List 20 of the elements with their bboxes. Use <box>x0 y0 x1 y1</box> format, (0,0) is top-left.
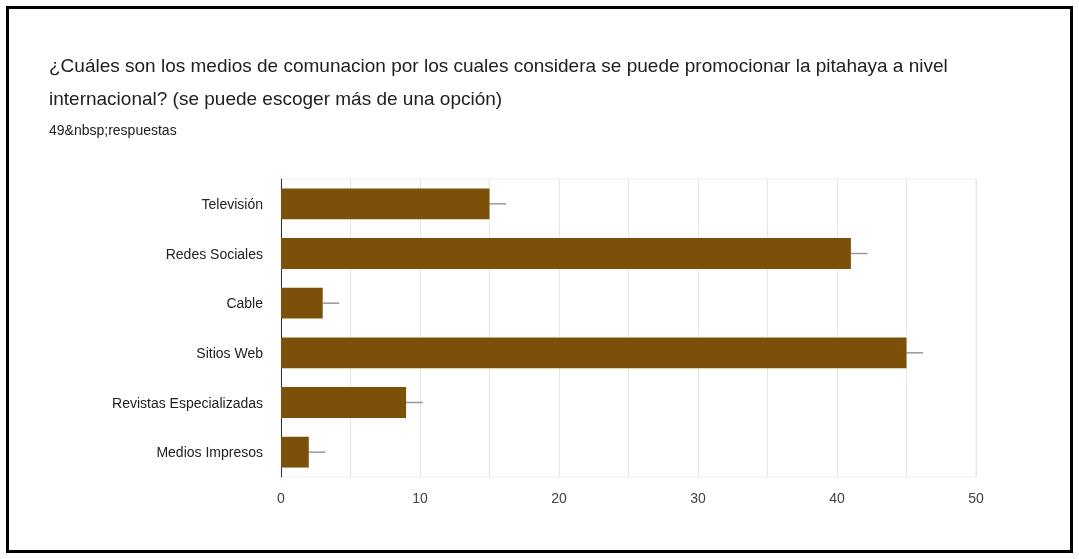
y-tick-label: Sitios Web <box>196 344 264 361</box>
bar <box>281 436 309 468</box>
x-tick-label: 30 <box>690 490 706 506</box>
y-tick-label: Cable <box>226 295 264 312</box>
y-tick-label: Revistas Especializadas <box>112 394 263 411</box>
y-tick-label: Medios Impresos <box>156 444 263 461</box>
y-tick-label: Televisión <box>201 195 263 212</box>
chart-title: ¿Cuáles son los medios de comunacion por los cuales considera se puede promocionar la pitahaya a nivel internacional? (se puede escoger más de una opción) <box>49 54 949 111</box>
x-tick-label: 50 <box>968 490 984 506</box>
x-tick-label: 20 <box>551 490 567 506</box>
x-tick-label: 40 <box>829 490 845 506</box>
text: 49&nbsp;respuestas <box>49 122 177 138</box>
bar <box>281 287 323 319</box>
x-tick-label: 10 <box>412 490 428 506</box>
x-tick-label: 0 <box>277 490 286 506</box>
bar <box>281 387 407 418</box>
bar <box>281 337 907 369</box>
y-tick-label: Redes Sociales <box>165 245 263 262</box>
bar <box>281 188 490 220</box>
bar <box>281 238 851 269</box>
